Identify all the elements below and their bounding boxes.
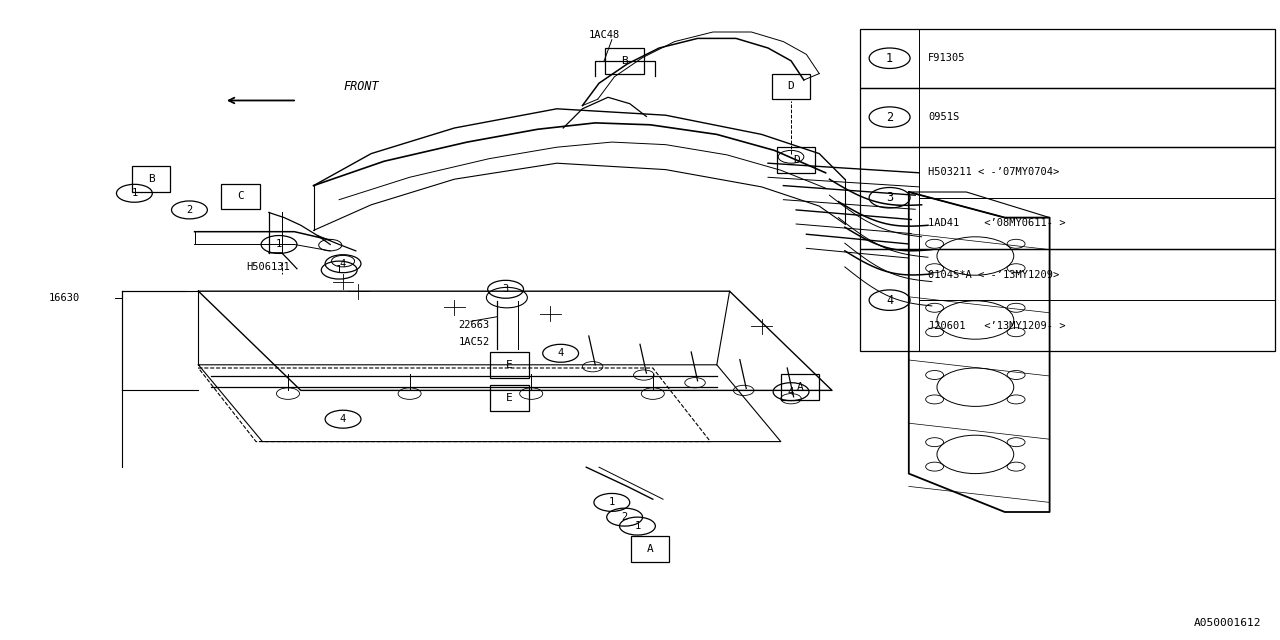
Bar <box>132 166 170 192</box>
Bar <box>860 147 1275 249</box>
Text: 1: 1 <box>337 265 342 275</box>
Text: 4: 4 <box>340 414 346 424</box>
Bar <box>490 385 529 411</box>
Text: A: A <box>646 544 654 554</box>
Text: 2: 2 <box>622 512 627 522</box>
Text: D: D <box>792 155 800 165</box>
Text: E: E <box>506 360 513 370</box>
Text: 1AD41    <’08MY0611- >: 1AD41 <’08MY0611- > <box>928 218 1065 228</box>
Text: H506131: H506131 <box>246 262 289 272</box>
Bar <box>860 29 1275 88</box>
Text: 1: 1 <box>609 497 614 508</box>
Text: E: E <box>506 393 513 403</box>
Bar <box>860 88 1275 147</box>
Bar <box>772 74 810 99</box>
Bar <box>631 536 669 562</box>
Bar <box>860 249 1275 351</box>
Text: 4: 4 <box>788 387 794 397</box>
Text: J20601   <’13MY1209- >: J20601 <’13MY1209- > <box>928 321 1065 331</box>
Text: 3: 3 <box>503 284 508 294</box>
Text: 1: 1 <box>635 521 640 531</box>
Text: 16630: 16630 <box>49 292 79 303</box>
Text: 3: 3 <box>886 191 893 204</box>
Text: 1AC48: 1AC48 <box>589 29 620 40</box>
Text: B: B <box>147 174 155 184</box>
Bar <box>490 352 529 378</box>
Text: 1: 1 <box>132 188 137 198</box>
Text: 2: 2 <box>886 111 893 124</box>
Text: 4: 4 <box>558 348 563 358</box>
Text: A: A <box>796 382 804 392</box>
Text: H503211 < -’07MY0704>: H503211 < -’07MY0704> <box>928 167 1060 177</box>
Text: 2: 2 <box>187 205 192 215</box>
Text: 1AC52: 1AC52 <box>458 337 489 348</box>
Text: 1: 1 <box>886 52 893 65</box>
Text: FRONT: FRONT <box>343 80 379 93</box>
Bar <box>781 374 819 400</box>
Text: 0951S: 0951S <box>928 112 959 122</box>
Bar <box>777 147 815 173</box>
Text: 22663: 22663 <box>458 320 489 330</box>
Text: C: C <box>237 191 244 202</box>
Bar <box>221 184 260 209</box>
Text: B: B <box>621 56 628 66</box>
Text: 4: 4 <box>340 259 346 269</box>
Text: F91305: F91305 <box>928 53 965 63</box>
Bar <box>605 48 644 74</box>
Text: 4: 4 <box>886 294 893 307</box>
Text: 0104S*A < -’13MY1209>: 0104S*A < -’13MY1209> <box>928 269 1060 280</box>
Text: A050001612: A050001612 <box>1193 618 1261 628</box>
Text: D: D <box>787 81 795 92</box>
Text: 1: 1 <box>276 239 282 250</box>
